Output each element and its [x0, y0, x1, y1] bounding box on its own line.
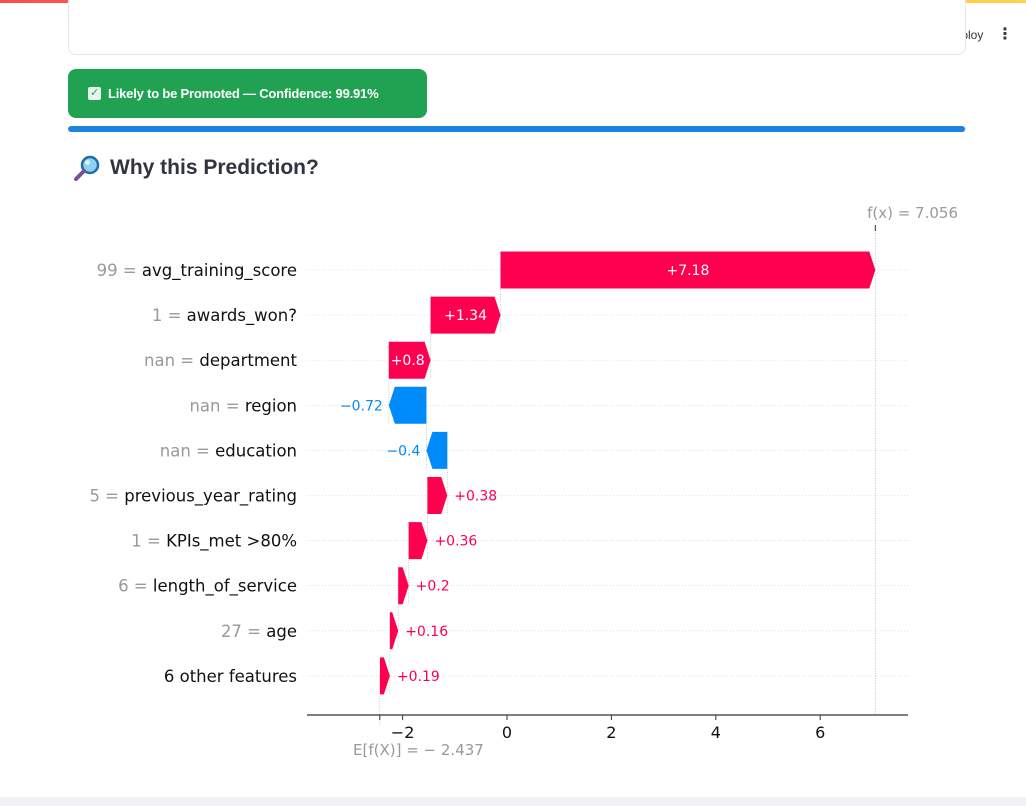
shap-bar-negative [426, 431, 448, 469]
feature-value-prefix: nan = [189, 396, 244, 415]
output-value-label: f(x) = 7.056 [867, 204, 958, 222]
x-tick-label: 4 [711, 723, 721, 742]
shap-bar-positive [408, 522, 428, 560]
feature-value-prefix: nan = [144, 351, 199, 370]
shap-value-label: −0.72 [340, 398, 383, 414]
shap-value-label: +0.16 [405, 624, 448, 640]
vertical-ellipsis-icon[interactable]: ⋮ [997, 26, 1013, 43]
shap-value-label: +1.34 [444, 308, 487, 324]
confidence-progress-fill [68, 126, 966, 132]
feature-label: nan = region [189, 396, 297, 415]
shap-bar-positive [379, 657, 390, 695]
x-tick-label: 6 [815, 723, 825, 742]
shap-value-label: +0.19 [397, 669, 440, 685]
shap-value-label: +0.36 [434, 534, 477, 550]
x-tick-label: 0 [502, 723, 512, 742]
feature-name: previous_year_rating [124, 487, 297, 507]
bottom-band [0, 797, 1026, 806]
section-title: Why this Prediction? [110, 156, 319, 179]
feature-name: awards_won? [187, 306, 297, 326]
feature-value-prefix: 6 = [118, 577, 153, 596]
feature-label: 5 = previous_year_rating [89, 487, 297, 507]
shap-waterfall-chart: +7.18 99 = avg_training_score +1.34 1 = awa… [89, 204, 958, 759]
prediction-success-alert: ✓ Likely to be Promoted — Confidence: 99… [68, 69, 427, 118]
shap-value-label: +0.2 [416, 579, 450, 595]
check-box-icon: ✓ [88, 87, 101, 100]
feature-label: nan = education [160, 441, 297, 460]
feature-value-prefix: 1 = [152, 306, 187, 325]
shap-bar-positive [500, 251, 876, 289]
shap-bar-positive [398, 567, 409, 605]
feature-name: length_of_service [153, 577, 297, 597]
previous-content-block [68, 0, 966, 55]
feature-label: 99 = avg_training_score [97, 261, 297, 281]
x-tick-label: −2 [391, 723, 415, 742]
shap-value-label: −0.4 [386, 443, 420, 459]
magnifying-glass-icon [74, 155, 100, 181]
feature-label: 1 = KPIs_met >80% [131, 532, 297, 552]
feature-name: region [245, 396, 297, 415]
feature-value-prefix: nan = [160, 441, 215, 460]
feature-value-prefix: 27 = [221, 622, 266, 641]
shap-bar-positive [427, 477, 448, 514]
prediction-alert-text: Likely to be Promoted — Confidence: 99.9… [108, 86, 379, 101]
confidence-progress-bar [68, 126, 966, 132]
feature-label: nan = department [144, 351, 297, 370]
feature-value-prefix: 99 = [97, 261, 142, 280]
feature-name: 6 other features [164, 667, 297, 686]
feature-name: KPIs_met >80% [166, 532, 297, 552]
shap-value-label: +7.18 [666, 263, 709, 279]
feature-value-prefix: 5 = [89, 487, 124, 506]
feature-label: 6 = length_of_service [118, 577, 297, 597]
feature-name: age [266, 622, 297, 641]
shap-bar-negative [388, 386, 427, 424]
feature-label: 27 = age [221, 622, 297, 641]
shap-bar-positive [388, 341, 431, 379]
feature-label: 1 = awards_won? [152, 306, 297, 326]
shap-bar-positive [430, 296, 501, 334]
shap-value-label: +0.8 [391, 353, 425, 369]
x-tick-label: 2 [606, 723, 616, 742]
section-heading: Why this Prediction? [72, 150, 319, 186]
shap-value-label: +0.38 [454, 489, 497, 505]
feature-name: department [199, 351, 297, 370]
feature-name: avg_training_score [142, 261, 297, 281]
feature-label: 6 other features [164, 667, 297, 686]
base-value-label: E[f(X)] = − 2.437 [353, 741, 484, 759]
feature-value-prefix: 1 = [131, 532, 166, 551]
feature-name: education [215, 441, 297, 460]
shap-bar-positive [389, 612, 399, 650]
